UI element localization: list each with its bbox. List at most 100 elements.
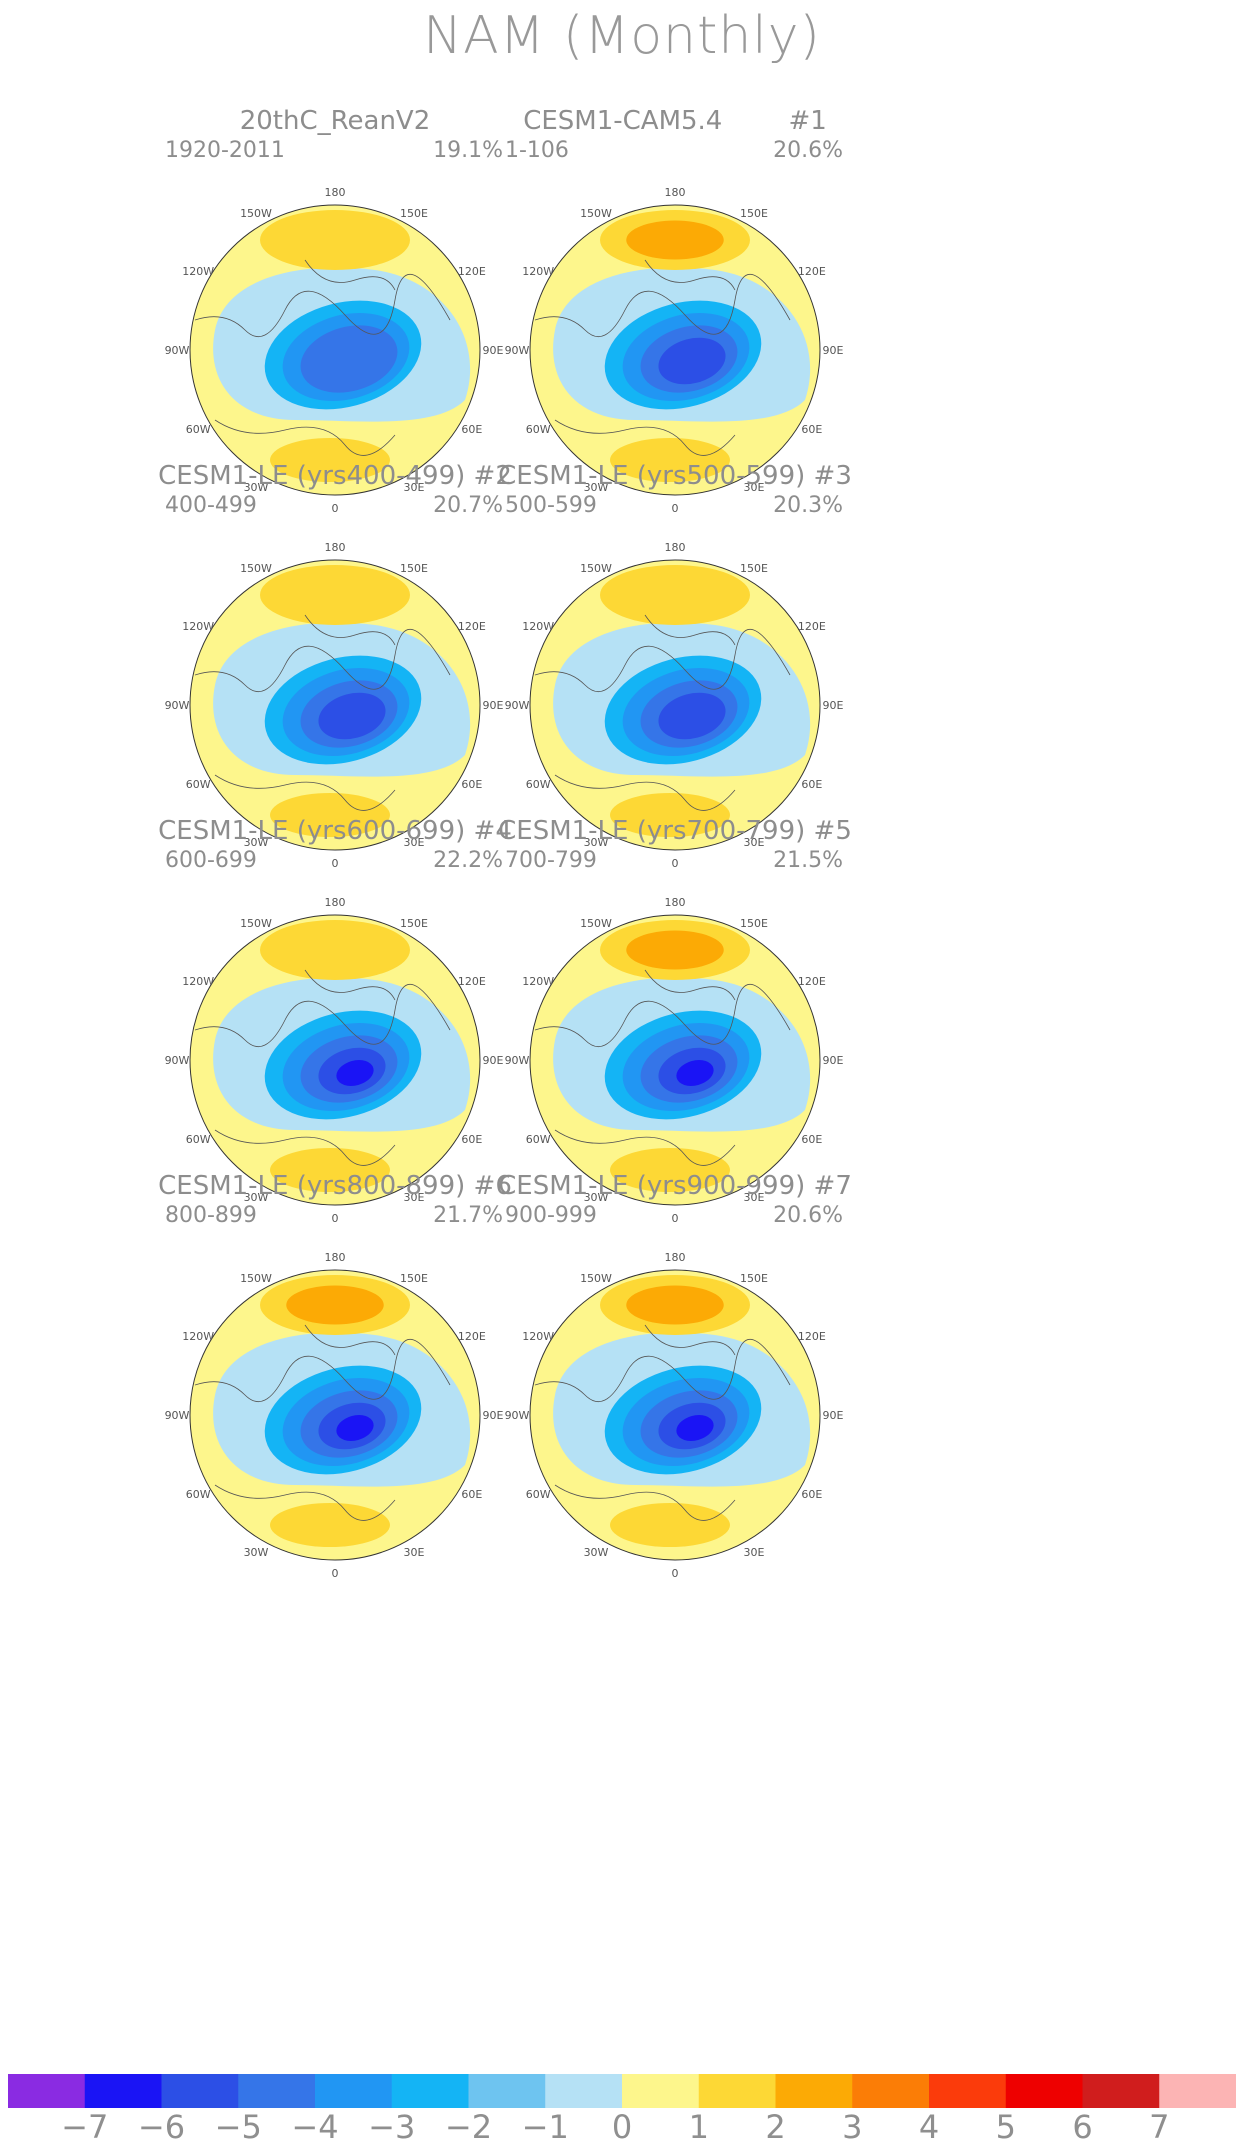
longitude-label: 60E bbox=[461, 423, 482, 436]
colorbar-swatch bbox=[698, 2074, 776, 2108]
longitude-label: 30E bbox=[404, 1191, 425, 1204]
atlantic-contour-2 bbox=[270, 793, 390, 837]
longitude-label: 150E bbox=[740, 917, 768, 930]
longitude-label: 0 bbox=[332, 1212, 339, 1225]
longitude-label: 120W bbox=[522, 975, 554, 988]
longitude-label: 60W bbox=[186, 1133, 211, 1146]
map-panel: CESM1-LE (yrs800-899) #6 800-899 21.7% 180 1… bbox=[155, 1171, 515, 1595]
longitude-label: 150E bbox=[740, 207, 768, 220]
longitude-label: 30E bbox=[404, 1546, 425, 1559]
panel-title: CESM1-LE (yrs400-499) #2 bbox=[158, 461, 512, 491]
panel-years: 1-106 bbox=[505, 138, 569, 163]
longitude-label: 90W bbox=[505, 699, 530, 712]
longitude-label: 60E bbox=[461, 1133, 482, 1146]
longitude-label: 180 bbox=[665, 186, 686, 199]
map-boundary bbox=[189, 204, 481, 496]
map-boundary bbox=[529, 1269, 821, 1561]
longitude-label: 30E bbox=[404, 481, 425, 494]
longitude-label: 150E bbox=[400, 207, 428, 220]
atlantic-contour-2 bbox=[270, 1148, 390, 1192]
colorbar-label: 3 bbox=[842, 2108, 863, 2146]
polar-map: 180 150E 120E 90E 60E 30E 0 30W 60W 90W 120W 150W bbox=[165, 541, 504, 870]
pacific-contour-3 bbox=[626, 1285, 724, 1325]
longitude-label: 30W bbox=[244, 836, 269, 849]
longitude-label: 90W bbox=[165, 344, 190, 357]
longitude-label: 120W bbox=[182, 620, 214, 633]
colorbar-swatch bbox=[238, 2074, 316, 2108]
colorbar-label: 7 bbox=[1149, 2108, 1170, 2146]
panel-variance-pct: 21.5% bbox=[773, 848, 843, 873]
contour-level--5 bbox=[658, 692, 726, 740]
colorbar-swatch bbox=[315, 2074, 393, 2108]
colorbar-label: −2 bbox=[444, 2108, 493, 2146]
longitude-label: 120W bbox=[522, 1330, 554, 1343]
coastlines bbox=[194, 259, 451, 456]
longitude-label: 120W bbox=[522, 265, 554, 278]
panel-years: 500-599 bbox=[505, 493, 597, 518]
colorbar-swatch bbox=[391, 2074, 469, 2108]
longitude-label: 120W bbox=[522, 620, 554, 633]
panel-title: 20thC_ReanV2 bbox=[239, 106, 431, 136]
longitude-label: 120E bbox=[458, 975, 486, 988]
polar-map: 180 150E 120E 90E 60E 30E 0 30W 60W 90W 120W 150W bbox=[505, 896, 844, 1225]
longitude-label: 120W bbox=[182, 975, 214, 988]
panel-years: 400-499 bbox=[165, 493, 257, 518]
pacific-contour-3 bbox=[626, 930, 724, 970]
longitude-label: 90E bbox=[823, 1054, 844, 1067]
contour-level--5 bbox=[318, 692, 386, 740]
contour-level--6 bbox=[676, 1060, 714, 1086]
panel-title: CESM1-LE (yrs800-899) #6 bbox=[158, 1171, 512, 1201]
longitude-label: 150E bbox=[400, 562, 428, 575]
panel-variance-pct: 20.3% bbox=[773, 493, 843, 518]
longitude-label: 60W bbox=[526, 1133, 551, 1146]
pacific-contour-3 bbox=[626, 220, 724, 260]
longitude-label: 120E bbox=[458, 265, 486, 278]
map-boundary bbox=[529, 914, 821, 1206]
contour-level--6 bbox=[336, 1415, 374, 1441]
longitude-label: 150E bbox=[740, 562, 768, 575]
colorbar-swatch bbox=[852, 2074, 930, 2108]
longitude-label: 60E bbox=[461, 778, 482, 791]
longitude-label: 0 bbox=[672, 1212, 679, 1225]
colorbar-swatch bbox=[1082, 2074, 1160, 2108]
panel-years: 600-699 bbox=[165, 848, 257, 873]
contour-level--6 bbox=[676, 1415, 714, 1441]
longitude-label: 60E bbox=[801, 1488, 822, 1501]
longitude-label: 0 bbox=[672, 857, 679, 870]
map-panel: CESM1-LE (yrs700-799) #5 700-799 21.5% 180 1… bbox=[495, 816, 855, 1240]
coastlines bbox=[534, 259, 791, 456]
longitude-label: 120E bbox=[458, 620, 486, 633]
longitude-label: 90E bbox=[483, 1409, 504, 1422]
polar-map: 180 150E 120E 90E 60E 30E 0 30W 60W 90W 120W 150W bbox=[165, 1251, 504, 1580]
colorbar-label: −5 bbox=[214, 2108, 262, 2146]
longitude-label: 150W bbox=[580, 917, 612, 930]
longitude-label: 30W bbox=[584, 836, 609, 849]
panel-years: 1920-2011 bbox=[165, 138, 285, 163]
contour-level--4 bbox=[300, 325, 398, 393]
longitude-label: 120E bbox=[798, 620, 826, 633]
colorbar bbox=[8, 2074, 1236, 2108]
longitude-label: 60W bbox=[526, 778, 551, 791]
longitude-label: 150W bbox=[240, 562, 272, 575]
colorbar-swatch bbox=[8, 2074, 86, 2108]
longitude-label: 90W bbox=[505, 344, 530, 357]
longitude-label: 30W bbox=[584, 1546, 609, 1559]
panel-title: CESM1-LE (yrs900-999) #7 bbox=[498, 1171, 852, 1201]
colorbar-swatch bbox=[1005, 2074, 1083, 2108]
longitude-label: 150E bbox=[740, 1272, 768, 1285]
longitude-label: 150W bbox=[240, 207, 272, 220]
longitude-label: 60W bbox=[526, 423, 551, 436]
map-panel: CESM1-LE (yrs500-599) #3 500-599 20.3% 180 1… bbox=[495, 461, 855, 885]
map-panel: CESM1-LE (yrs600-699) #4 600-699 22.2% 180 1… bbox=[155, 816, 515, 1240]
map-boundary bbox=[529, 204, 821, 496]
longitude-label: 0 bbox=[672, 502, 679, 515]
panel-title: CESM1-LE (yrs500-599) #3 bbox=[498, 461, 852, 491]
polar-map: 180 150E 120E 90E 60E 30E 0 30W 60W 90W 120W 150W bbox=[165, 896, 504, 1225]
map-boundary bbox=[529, 559, 821, 851]
panel-years: 700-799 bbox=[505, 848, 597, 873]
longitude-label: 0 bbox=[332, 857, 339, 870]
pacific-contour-2 bbox=[600, 565, 750, 625]
colorbar-swatch bbox=[775, 2074, 853, 2108]
longitude-label: 30W bbox=[584, 481, 609, 494]
panel-title: CESM1-LE (yrs700-799) #5 bbox=[498, 816, 852, 846]
